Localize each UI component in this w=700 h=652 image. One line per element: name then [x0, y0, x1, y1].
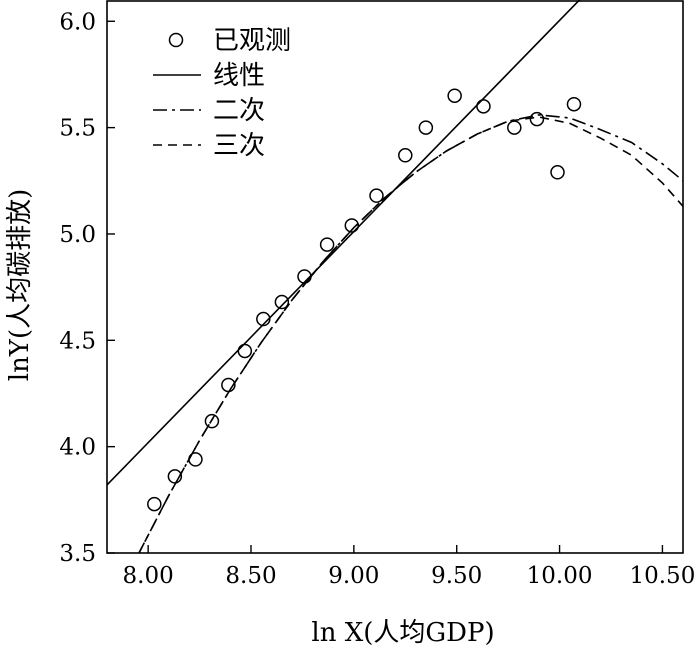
y-tick-label: 5.0: [59, 222, 96, 248]
y-tick-label: 3.5: [59, 541, 96, 567]
legend-label: 已观测: [213, 26, 291, 56]
plot-frame: [106, 0, 684, 554]
legend-label: 线性: [213, 61, 265, 91]
x-tick-label: 9.00: [328, 563, 379, 589]
legend-label: 三次: [213, 131, 265, 161]
legend-label: 二次: [213, 96, 265, 126]
data-point: [344, 218, 360, 233]
x-tick-label: 10.50: [629, 563, 695, 589]
x-tick-label: 10.00: [527, 563, 593, 589]
x-axis-title: ln X(人均GDP): [311, 618, 494, 648]
series-group: [107, 0, 683, 553]
axes: 8.00 8.50 9.00 9.50 10.00 10.50 3.5 4.0 4.5 5.0 5.…: [59, 0, 695, 589]
data-point: [369, 188, 384, 203]
data-point: [507, 120, 522, 135]
y-tick-label: 4.0: [59, 435, 96, 461]
y-tick-label: 4.5: [59, 328, 96, 354]
data-point: [418, 120, 434, 135]
data-point: [274, 294, 290, 310]
data-point: [476, 99, 491, 114]
data-point: [147, 496, 162, 512]
data-point: [529, 111, 545, 127]
data-point: [398, 148, 413, 163]
series-line-dashed: [138, 116, 683, 553]
x-tick-label: 8.50: [225, 563, 276, 589]
plot-area: [107, 0, 683, 553]
y-tick-label: 5.5: [59, 116, 96, 142]
data-point: [566, 96, 582, 112]
legend-marker-circle: [168, 32, 184, 48]
data-point: [550, 165, 565, 180]
series-line-dashdot: [138, 114, 683, 553]
x-tick-label: 9.50: [431, 563, 482, 589]
data-point: [237, 343, 253, 359]
x-tick-label: 8.00: [123, 563, 174, 589]
data-point: [319, 237, 335, 252]
series-line-solid: [107, 0, 581, 486]
data-point: [447, 88, 462, 103]
y-tick-label: 6.0: [59, 9, 96, 35]
y-axis-title: lnY(人均碳排放): [5, 189, 35, 382]
